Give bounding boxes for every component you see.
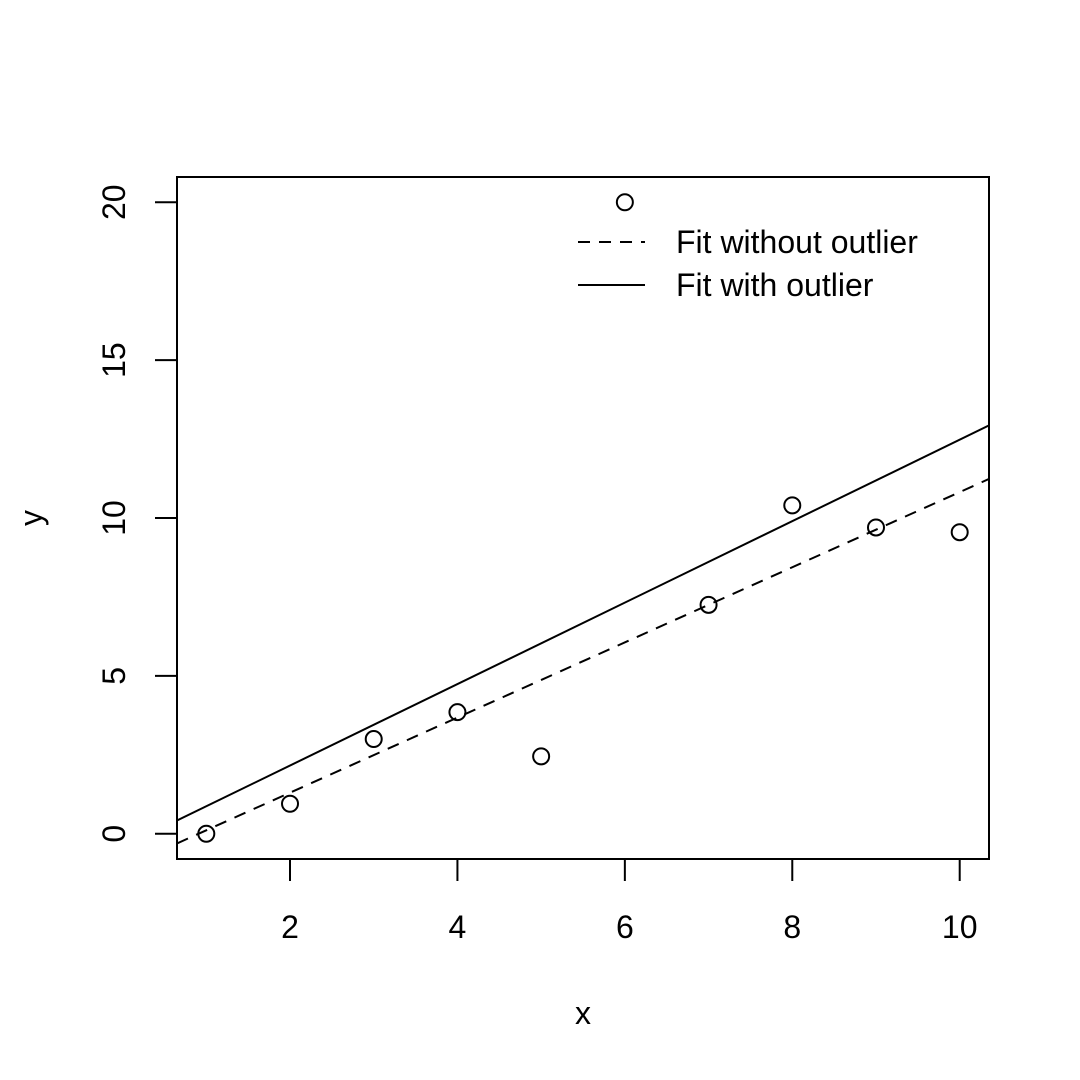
x-axis: 2 4 6 8 10 [281, 858, 978, 945]
data-point [364, 730, 383, 749]
fit-line-without-outlier [177, 478, 989, 845]
data-point [532, 747, 551, 766]
y-tick-label: 5 [96, 667, 132, 685]
y-tick-label: 15 [96, 342, 132, 378]
data-point [866, 518, 885, 537]
data-point [281, 794, 300, 813]
data-point [615, 193, 634, 212]
data-points [197, 193, 969, 843]
y-tick-label: 0 [96, 825, 132, 843]
data-point [448, 703, 467, 722]
y-axis-title: y [13, 510, 49, 526]
y-tick-label: 20 [96, 184, 132, 220]
data-point [950, 523, 969, 542]
legend: Fit without outlier Fit with outlier [578, 224, 918, 303]
fit-line-with-outlier [177, 424, 989, 822]
x-tick-label: 4 [449, 909, 467, 945]
x-tick-label: 10 [942, 909, 978, 945]
y-tick-label: 10 [96, 500, 132, 536]
x-tick-label: 6 [616, 909, 634, 945]
legend-label-fit-with-outlier: Fit with outlier [676, 267, 874, 303]
y-axis: 0 5 10 15 20 [96, 184, 178, 843]
x-axis-title: x [575, 995, 591, 1031]
fit-lines [177, 424, 989, 845]
legend-label-fit-without-outlier: Fit without outlier [676, 224, 918, 260]
data-point [197, 824, 216, 843]
x-tick-label: 2 [281, 909, 299, 945]
data-point [699, 595, 718, 614]
x-tick-label: 8 [783, 909, 801, 945]
data-point [783, 496, 802, 515]
